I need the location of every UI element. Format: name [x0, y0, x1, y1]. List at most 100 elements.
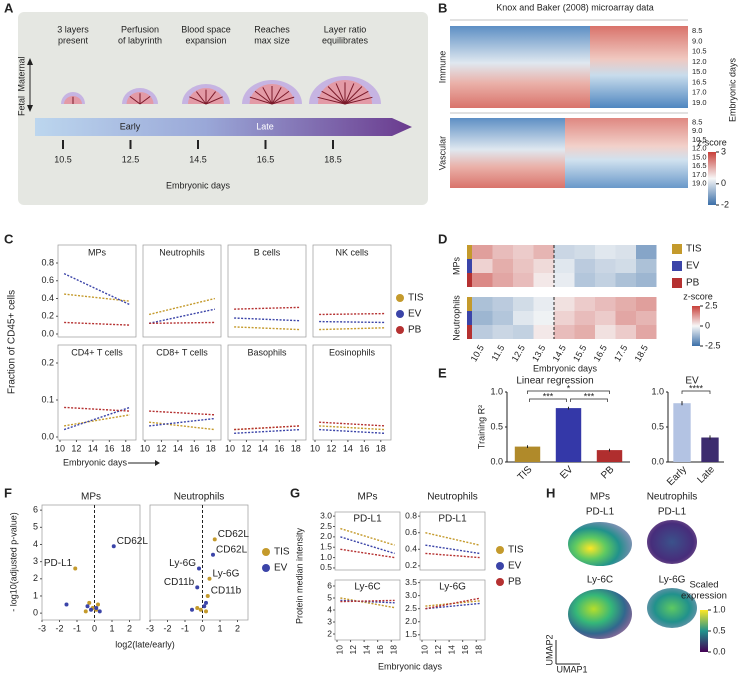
legend-marker [396, 326, 404, 334]
day-label: 9.0 [692, 36, 702, 45]
y-tick-label: 2 [33, 573, 38, 583]
trend-line [149, 410, 215, 416]
x-tick-label: 18 [473, 645, 483, 655]
vessel [129, 95, 141, 105]
point [202, 604, 207, 609]
heatmap-cell [595, 297, 616, 311]
column-label: 12.5 [510, 343, 527, 363]
x-tick-label: 16 [359, 443, 369, 453]
chart-title: EV [685, 376, 699, 387]
y-tick-label: 2.0 [405, 616, 417, 626]
heatmap-cell [595, 325, 616, 339]
subplot-title: PD-L1 [438, 514, 467, 525]
y-axis-label: Fraction of CD45+ cells [7, 290, 18, 394]
heatmap-cell [574, 297, 595, 311]
vessel [271, 90, 290, 105]
heatmap-cell [554, 273, 575, 287]
y-axis-label: Training R² [476, 405, 486, 449]
heatmap-cell [513, 297, 534, 311]
y-tick-label: 1.0 [490, 386, 503, 396]
chart-title: Linear regression [516, 376, 593, 387]
point [85, 604, 90, 609]
stage-label: expansion [185, 35, 226, 45]
heatmap-cell [574, 259, 595, 273]
colorbar-title: expression [681, 591, 727, 602]
y-tick-label: 4 [327, 604, 332, 614]
sig-bracket [527, 390, 610, 394]
trend-line [148, 308, 216, 325]
heatmap-cell [492, 259, 513, 273]
point [212, 537, 217, 542]
x-tick-label: 10 [140, 443, 150, 453]
heatmap-cell [492, 297, 513, 311]
stage-label: max size [254, 35, 290, 45]
x-arrow-head [155, 460, 160, 466]
legend-label: TIS [274, 547, 290, 558]
y-tick-label: 2.5 [320, 521, 332, 531]
x-tick-label: 12 [156, 443, 166, 453]
heatmap-block [450, 118, 565, 188]
x-tick-label: PB [599, 464, 616, 481]
stage-label: Reaches [254, 24, 290, 34]
heatmap-cell [554, 311, 575, 325]
y-tick-label: 2.0 [320, 531, 332, 541]
x-tick-label: 14 [173, 443, 183, 453]
vessel [327, 86, 346, 105]
vessel [344, 90, 369, 105]
point [111, 544, 116, 549]
y-tick-label: 5 [327, 592, 332, 602]
heatmap-cell [492, 311, 513, 325]
vessel [205, 96, 223, 105]
column-title: Neutrophils [647, 492, 698, 503]
x-tick-label: Early [665, 464, 689, 488]
heatmap-cell [513, 273, 534, 287]
stage-label: Blood space [181, 24, 231, 34]
y-tick-label: 2 [327, 628, 332, 638]
colorbar-label: 0 [721, 178, 726, 188]
column-title: MPs [358, 492, 378, 503]
vessel [249, 96, 273, 105]
x-tick-label: 12 [326, 443, 336, 453]
y-tick-label: 6 [327, 580, 332, 590]
heatmap-cell [533, 245, 554, 259]
x-tick-label: 10 [334, 645, 344, 655]
heatmap-cell [574, 311, 595, 325]
y-tick-label: 0.0 [651, 456, 664, 466]
x-tick-label: -3 [38, 623, 46, 633]
x-tick-label: 14 [361, 645, 371, 655]
point-label: CD62L [117, 536, 149, 547]
column-title: Neutrophils [427, 492, 478, 503]
heatmap-cell [472, 297, 493, 311]
y-tick-label: 0.5 [490, 421, 503, 431]
subplot-title: Ly-6G [439, 582, 466, 593]
heatmap-cell [554, 297, 575, 311]
stage-label: Perfusion [121, 24, 159, 34]
heatmap-row-label: Neutrophils [451, 295, 461, 341]
day-label: 10.5 [692, 47, 707, 56]
point [94, 605, 99, 610]
legend-swatch [672, 261, 682, 271]
vessel [344, 83, 355, 105]
x-tick-label: 18 [206, 443, 216, 453]
umap-cloud [647, 588, 697, 628]
heatmap-row-label: MPs [451, 257, 461, 276]
y-tick-label: 0.4 [405, 544, 417, 554]
heatmap-cell [533, 297, 554, 311]
day-label: 15.0 [692, 152, 707, 161]
y-tick-label: 0.8 [41, 257, 54, 267]
column-label: 17.5 [612, 343, 629, 363]
heatmap-cell [472, 273, 493, 287]
umap-y-label: UMAP2 [544, 634, 554, 665]
group-strip [467, 325, 472, 339]
colorbar-label: -2.5 [705, 340, 721, 350]
panel-letter: G [290, 485, 300, 500]
bar [673, 403, 691, 462]
subplot-title: MPs [81, 492, 101, 503]
late-label: Late [256, 121, 274, 131]
panel-letter: E [438, 365, 447, 380]
bar [701, 437, 719, 462]
y-tick-label: 0.1 [41, 394, 54, 404]
x-tick-label: 18 [388, 645, 398, 655]
trend-line [63, 273, 131, 306]
